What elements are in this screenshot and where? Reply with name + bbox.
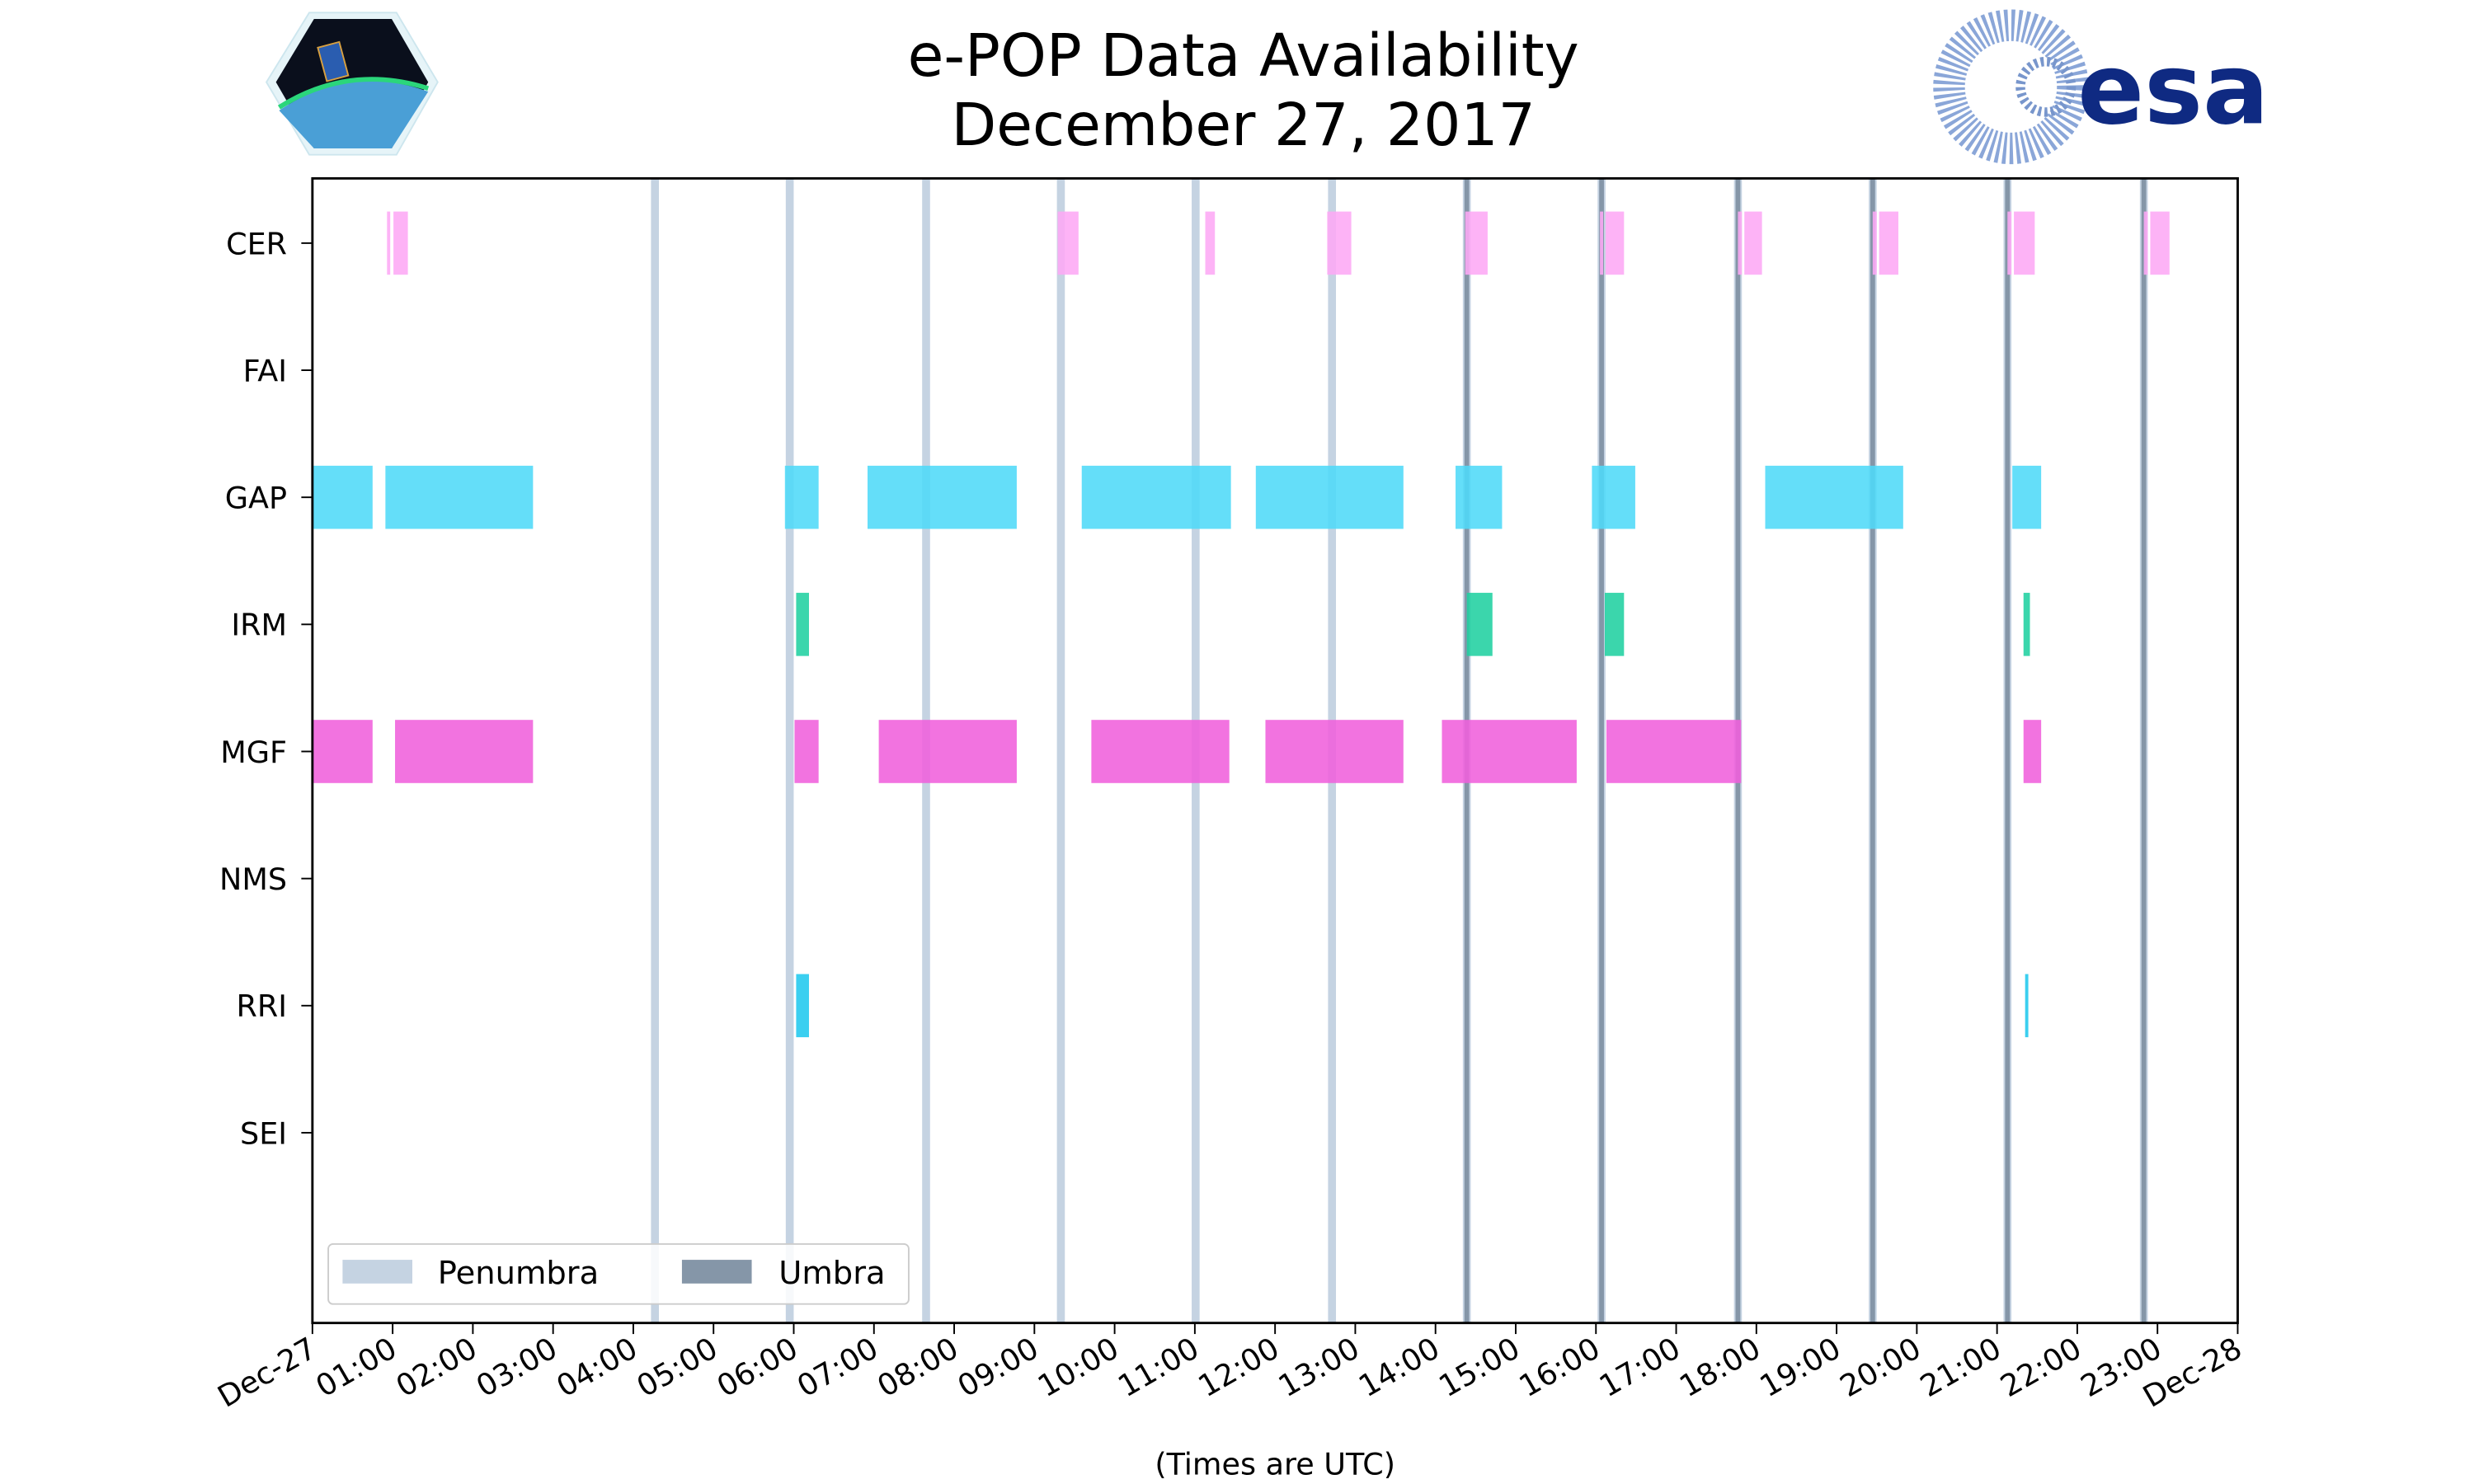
y-tick-label: NMS (219, 862, 287, 897)
svg-text:esa: esa (2077, 34, 2269, 148)
bar-mgf (1606, 720, 1742, 783)
bar-cer (1600, 211, 1604, 275)
x-tick-label: 14:00 (1352, 1331, 1446, 1405)
y-tick-label: IRM (231, 608, 287, 643)
shadow-penumbra-band (785, 178, 794, 1323)
bar-mgf (1091, 720, 1230, 783)
bar-cer (1738, 211, 1743, 275)
bar-gap (312, 465, 373, 529)
x-tick-label: 01:00 (310, 1331, 403, 1405)
bar-cer (1057, 211, 1079, 275)
bar-mgf (1442, 720, 1577, 783)
x-tick-label: 12:00 (1192, 1331, 1286, 1405)
bar-cer (1465, 211, 1488, 275)
shadow-penumbra-band (651, 178, 660, 1323)
legend-label-penumbra: Penumbra (438, 1255, 599, 1292)
bar-gap (1255, 465, 1404, 529)
x-tick-label: 02:00 (390, 1331, 483, 1405)
bar-cer (2014, 211, 2035, 275)
x-tick-label: 07:00 (791, 1331, 884, 1405)
bar-mgf (2023, 720, 2042, 783)
bar-mgf (1265, 720, 1404, 783)
bar-gap (1456, 465, 1503, 529)
bar-gap (1592, 465, 1635, 529)
x-tick-label: 09:00 (952, 1331, 1045, 1405)
bar-cer (393, 211, 408, 275)
shadow-penumbra-band (1056, 178, 1065, 1323)
x-tick-label: 17:00 (1593, 1331, 1686, 1405)
bar-cer (387, 211, 391, 275)
bar-gap (385, 465, 534, 529)
bar-irm (2023, 593, 2030, 656)
bar-cer (1327, 211, 1352, 275)
legend: Penumbra Umbra (327, 1242, 910, 1305)
y-tick-label: RRI (237, 989, 288, 1024)
chart-title-line2: December 27, 2017 (951, 91, 1535, 159)
shadow-umbra-band (2141, 178, 2147, 1323)
legend-swatch-umbra (681, 1260, 752, 1284)
bar-mgf (312, 720, 373, 783)
x-tick-label: 22:00 (1994, 1331, 2087, 1405)
bar-rri (2025, 974, 2029, 1038)
x-axis-label: (Times are UTC) (1155, 1447, 1395, 1482)
shadow-umbra-band (1599, 178, 1604, 1323)
shadow-umbra-band (2005, 178, 2011, 1323)
bar-cer (1744, 211, 1762, 275)
plot-area: CER FAI GAP IRM MGF NMS RRI SEI Dec-2701:0002:0… (212, 176, 2248, 1415)
x-tick-label: 19:00 (1754, 1331, 1847, 1405)
bar-irm (1604, 593, 1625, 656)
y-tick-label: MGF (220, 735, 287, 770)
x-tick-label: 10:00 (1032, 1331, 1125, 1405)
bar-cer (2007, 211, 2012, 275)
bar-mgf (878, 720, 1017, 783)
x-tick-label: 16:00 (1513, 1331, 1606, 1405)
y-tick-label: GAP (225, 481, 287, 516)
y-tick-label: SEI (240, 1115, 287, 1151)
bar-gap (2012, 465, 2042, 529)
x-tick-label: 05:00 (631, 1331, 724, 1405)
bar-gap (784, 465, 819, 529)
bar-gap (1765, 465, 1903, 529)
x-tick-label: 11:00 (1112, 1331, 1205, 1405)
x-tick-label: 03:00 (470, 1331, 563, 1405)
bar-cer (1205, 211, 1216, 275)
x-tick-label: 06:00 (711, 1331, 804, 1405)
bar-cer (1879, 211, 1898, 275)
bar-cer (1605, 211, 1625, 275)
bar-irm (796, 593, 809, 656)
cassiope-logo (265, 12, 439, 156)
x-tick-label: 13:00 (1272, 1331, 1366, 1405)
bar-gap (1081, 465, 1231, 529)
x-tick-label: 04:00 (550, 1331, 643, 1405)
x-tick-label: 21:00 (1914, 1331, 2007, 1405)
x-tick-label: 18:00 (1673, 1331, 1766, 1405)
x-tick-label: 20:00 (1834, 1331, 1927, 1405)
chart-title-line1: e-POP Data Availability (908, 21, 1579, 90)
bar-cer (1872, 211, 1877, 275)
legend-label-umbra: Umbra (778, 1255, 885, 1292)
bar-mgf (395, 720, 534, 783)
y-tick-label: FAI (243, 354, 287, 389)
bar-mgf (794, 720, 819, 783)
bar-cer (2143, 211, 2148, 275)
shadow-umbra-band (1870, 178, 1875, 1323)
x-tick-label: 15:00 (1432, 1331, 1526, 1405)
y-tick-label: CER (226, 226, 287, 261)
legend-swatch-penumbra (342, 1260, 412, 1284)
x-tick-label: 08:00 (872, 1331, 965, 1405)
bar-cer (2150, 211, 2170, 275)
esa-logo: esa (1933, 9, 2269, 165)
bar-gap (867, 465, 1017, 529)
bar-irm (1466, 593, 1493, 656)
x-tick-label: Dec-27 (212, 1331, 322, 1415)
bar-rri (796, 974, 809, 1038)
